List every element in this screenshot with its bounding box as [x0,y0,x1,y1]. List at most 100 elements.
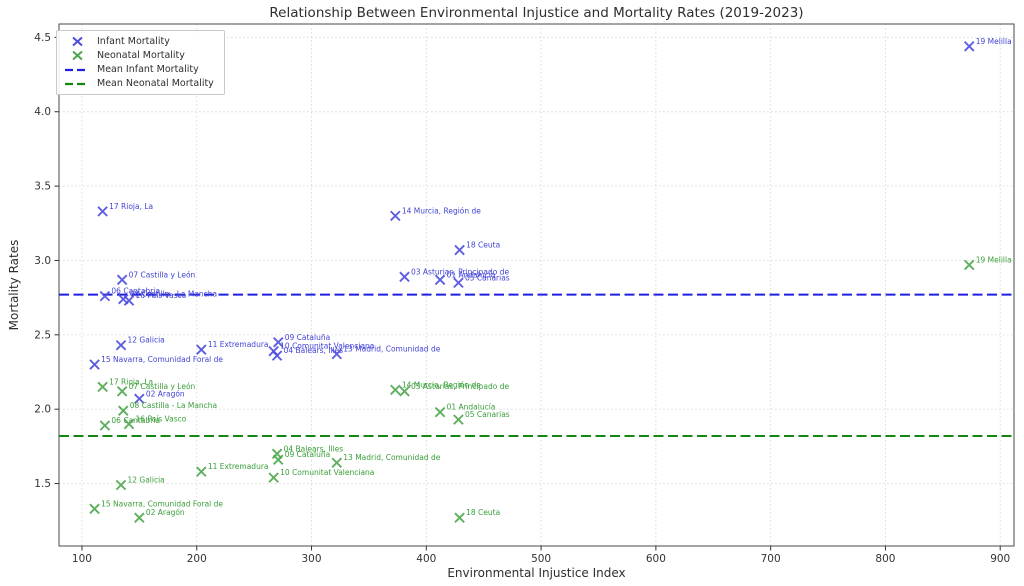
infant-point [434,274,446,286]
legend-label-infant: Infant Mortality [97,36,170,47]
neonatal-point-label: 19 Melilla [976,255,1012,264]
y-tick-label: 3.0 [34,255,51,267]
x-axis-title: Environmental Injustice Index [447,566,626,580]
neonatal-point [331,457,343,468]
infant-point-label: 10 Comunitat Valenciana [280,342,374,351]
y-tick-label: 2.5 [34,329,51,341]
infant-point-label: 09 Cataluña [285,333,330,342]
x-tick-label: 100 [72,553,92,565]
x-tick-label: 400 [416,553,436,565]
neonatal-point [399,386,410,397]
neonatal-point [97,381,108,393]
infant-x-marker-icon [64,36,90,47]
infant-point-label: 12 Galicia [127,336,164,345]
neonatal-point-label: 02 Aragón [146,508,185,517]
infant-point [399,271,410,283]
infant-point-label: 17 Rioja, La [109,202,153,211]
neonatal-point-label: 07 Castilla y León [129,382,196,391]
infant-point [390,210,401,222]
x-tick-label: 600 [646,553,666,565]
infant-point [97,206,108,217]
neonatal-point-label: 10 Comunitat Valenciana [280,468,374,477]
infant-point-label: 04 Balears, Illes [284,346,344,355]
neonatal-point [272,454,284,466]
x-tick-label: 900 [990,553,1010,565]
neonatal-point [123,418,135,430]
neonatal-point [390,384,401,396]
infant-point [331,348,343,360]
neonatal-point [963,259,975,271]
neonatal-point [115,479,127,491]
infant-point [115,339,127,351]
y-tick-label: 3.5 [34,181,51,193]
legend-item-mean-neonatal: Mean Neonatal Mortality [64,78,214,89]
mean-neonatal-dash-icon [64,78,90,89]
neonatal-point [453,414,464,425]
neonatal-point [454,512,465,524]
neonatal-point [434,406,446,418]
x-tick-label: 800 [875,553,895,565]
neonatal-point [196,466,207,477]
infant-point-label: 02 Aragón [146,389,185,398]
neonatal-point-label: 12 Galicia [127,476,164,485]
legend-label-mean-infant: Mean Infant Mortality [97,64,199,75]
legend-label-mean-neonatal: Mean Neonatal Mortality [97,78,214,89]
infant-point-label: 03 Asturias, Principado de [411,267,509,276]
neonatal-point [116,386,128,397]
neonatal-point-label: 18 Ceuta [466,508,500,517]
legend-label-neonatal: Neonatal Mortality [97,50,185,61]
y-tick-label: 2.0 [34,404,51,416]
x-tick-label: 300 [302,553,322,565]
legend: Infant Mortality Neonatal Mortality Mean… [56,30,225,95]
x-tick-label: 500 [531,553,551,565]
neonatal-point [118,405,129,416]
chart-title: Relationship Between Environmental Injus… [269,5,804,21]
y-tick-label: 4.5 [34,32,51,44]
neonatal-x-marker-icon [64,50,90,61]
neonatal-point-label: 05 Canarias [465,410,510,419]
infant-point-label: 07 Castilla y León [129,270,196,279]
infant-point [116,274,128,286]
infant-point [454,244,465,256]
infant-point [272,336,284,348]
neonatal-point-label: 16 País Vasco [136,415,187,424]
neonatal-point [99,420,111,431]
infant-point [963,41,975,52]
neonatal-point [89,503,100,515]
infant-point-label: 13 Madrid, Comunidad de [343,345,440,354]
legend-item-infant: Infant Mortality [64,36,214,47]
neonatal-point-label: 04 Balears, Illes [284,444,344,453]
infant-point-label: 11 Extremadura [208,340,269,349]
x-tick-label: 200 [187,553,207,565]
infant-point-label: 08 Castilla - La Mancha [130,290,217,299]
infant-point-label: 16 País Vasco [136,291,187,300]
infant-point-label: 14 Murcia, Región de [402,206,481,215]
mean-infant-dash-icon [64,64,90,75]
infant-point-label: 19 Melilla [976,37,1012,46]
infant-point [134,393,145,405]
infant-point [453,277,464,289]
neonatal-point [134,512,145,524]
neonatal-point-label: 06 Cantabria [111,416,160,425]
neonatal-point-label: 09 Cataluña [285,450,330,459]
infant-point [99,290,111,302]
neonatal-point-label: 14 Murcia, Región de [402,380,481,389]
neonatal-point-label: 11 Extremadura [208,462,269,471]
neonatal-point-label: 17 Rioja, La [109,377,153,386]
y-axis-title: Mortality Rates [7,239,21,331]
neonatal-point-label: 01 Andalucía [447,403,496,412]
infant-point [89,359,100,370]
neonatal-point-label: 15 Navarra, Comunidad Foral de [101,499,223,508]
legend-item-mean-infant: Mean Infant Mortality [64,64,214,75]
neonatal-point-label: 13 Madrid, Comunidad de [343,453,440,462]
neonatal-point [268,472,279,483]
infant-point-label: 05 Canarias [465,273,510,282]
y-tick-label: 1.5 [34,478,51,490]
infant-point [268,345,279,357]
neonatal-point-label: 03 Asturias, Principado de [411,382,509,391]
infant-point-label: 18 Ceuta [466,241,500,250]
axes-spines [58,23,1015,547]
infant-point [196,344,207,355]
